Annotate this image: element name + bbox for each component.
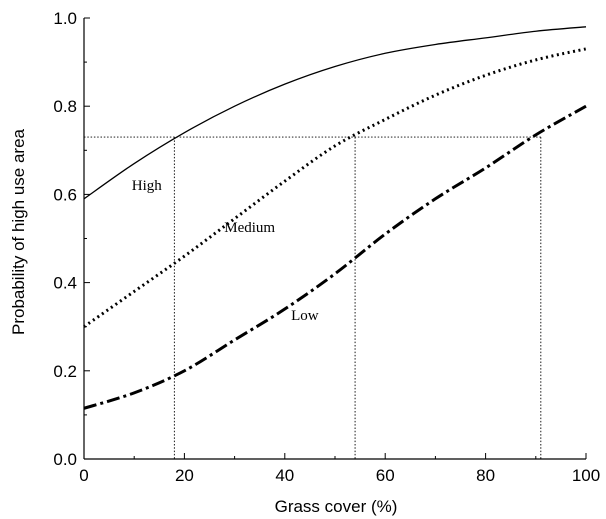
y-tick-label: 1.0 — [53, 9, 77, 28]
x-tick-label: 100 — [572, 466, 600, 485]
series-label-medium: Medium — [224, 220, 275, 236]
series-label-low: Low — [291, 308, 319, 324]
y-tick-label: 0.6 — [53, 185, 77, 204]
x-axis: 0 20 40 60 80 100 — [79, 453, 600, 485]
series-line-medium — [83, 47, 587, 328]
x-tick-label: 0 — [79, 466, 88, 485]
series-label-high: High — [132, 178, 163, 194]
series-lines — [83, 26, 587, 410]
y-axis-title: Probability of high use area — [9, 128, 28, 335]
reference-lines — [84, 136, 542, 459]
y-axis: 0.0 0.2 0.4 0.6 0.8 1.0 — [53, 9, 90, 469]
y-tick-label: 0.4 — [53, 274, 77, 293]
series-labels: High Medium Low — [132, 178, 319, 324]
x-tick-label: 40 — [275, 466, 294, 485]
x-tick-label: 80 — [476, 466, 495, 485]
series-line-high — [83, 26, 587, 200]
x-tick-label: 20 — [175, 466, 194, 485]
y-tick-label: 0.0 — [53, 450, 77, 469]
plot-frame — [83, 18, 586, 460]
x-tick-label: 60 — [376, 466, 395, 485]
x-axis-title: Grass cover (%) — [275, 497, 398, 516]
series-line-low — [83, 104, 587, 410]
y-tick-label: 0.2 — [53, 362, 77, 381]
y-tick-label: 0.8 — [53, 97, 77, 116]
